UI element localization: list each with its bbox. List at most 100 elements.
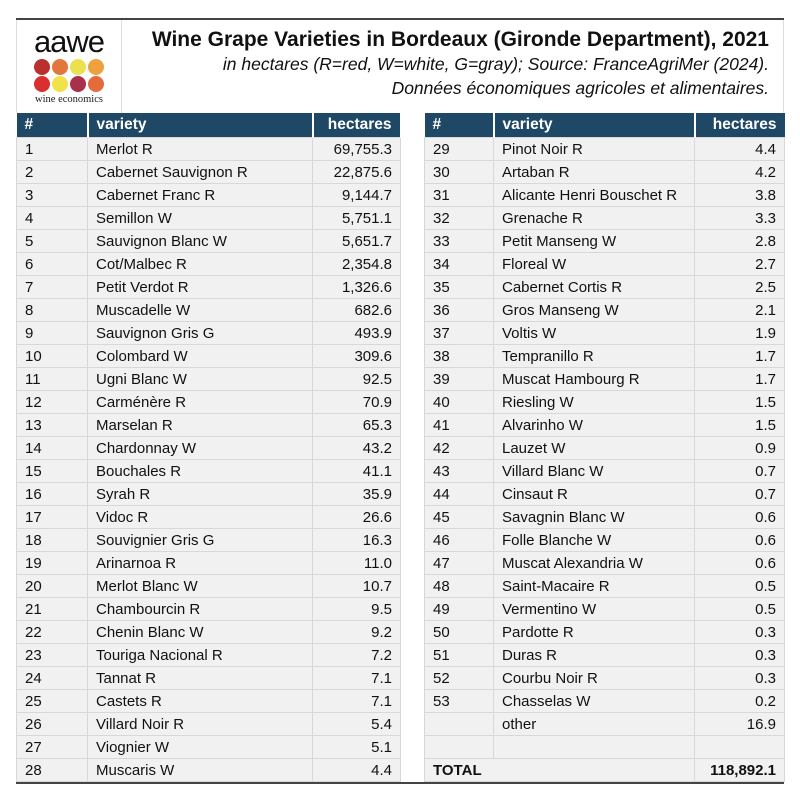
cell-hectares: 309.6: [312, 344, 401, 368]
cell-hectares: 2.5: [694, 275, 785, 299]
column-gap: [400, 137, 425, 161]
cell-hectares: 118,892.1: [694, 758, 785, 782]
cell-num: 47: [424, 551, 494, 575]
column-gap: [400, 459, 425, 483]
cell-variety: Voltis W: [493, 321, 695, 345]
cell-num: 36: [424, 298, 494, 322]
cell-hectares: 0.5: [694, 574, 785, 598]
cell-num: 20: [16, 574, 88, 598]
cell-hectares: 92.5: [312, 367, 401, 391]
cell-hectares: 5,651.7: [312, 229, 401, 253]
column-gap: [400, 367, 425, 391]
column-gap: [400, 643, 425, 667]
cell-hectares: 5.1: [312, 735, 401, 759]
table-row: 19 Arinarnoa R 11.0 47 Muscat Alexandria W 0.…: [16, 551, 785, 575]
cell-num: 48: [424, 574, 494, 598]
cell-num: 30: [424, 160, 494, 184]
cell-num: [424, 712, 494, 736]
cell-variety: Souvignier Gris G: [87, 528, 313, 552]
cell-variety: Sauvignon Gris G: [87, 321, 313, 345]
cell-hectares: 1.7: [694, 344, 785, 368]
cell-num: 5: [16, 229, 88, 253]
cell-num: 23: [16, 643, 88, 667]
subtitle-line-2: Données économiques agricoles et aliment…: [391, 78, 769, 98]
cell-variety: Cinsaut R: [493, 482, 695, 506]
cell-num: 50: [424, 620, 494, 644]
cell-variety: Savagnin Blanc W: [493, 505, 695, 529]
logo-word: aawe: [33, 24, 105, 59]
cell-variety: Ugni Blanc W: [87, 367, 313, 391]
col-header-variety: variety: [492, 113, 695, 138]
cell-hectares: 4.4: [312, 758, 401, 782]
cell-variety: Merlot Blanc W: [87, 574, 313, 598]
cell-hectares: 0.3: [694, 620, 785, 644]
cell-num: 40: [424, 390, 494, 414]
column-gap: [400, 344, 425, 368]
cell-variety: Pardotte R: [493, 620, 695, 644]
cell-variety: Viognier W: [87, 735, 313, 759]
cell-hectares: 4.2: [694, 160, 785, 184]
column-gap: [400, 183, 425, 207]
cell-variety: Courbu Noir R: [493, 666, 695, 690]
column-gap: [400, 206, 425, 230]
cell-hectares: 2.7: [694, 252, 785, 276]
cell-num: 2: [16, 160, 88, 184]
col-header-hectares: hectares: [311, 113, 401, 138]
cell-variety: Arinarnoa R: [87, 551, 313, 575]
column-gap: [400, 666, 425, 690]
cell-num: 42: [424, 436, 494, 460]
logo-dot: [69, 59, 86, 75]
cell-hectares: 7.1: [312, 689, 401, 713]
cell-hectares: 4.4: [694, 137, 785, 161]
cell-hectares: 65.3: [312, 413, 401, 437]
col-header-hectares: hectares: [693, 113, 785, 138]
cell-variety: other: [493, 712, 695, 736]
cell-num: 15: [16, 459, 88, 483]
logo-dot: [33, 76, 50, 92]
column-gap: [399, 113, 425, 138]
cell-num: 51: [424, 643, 494, 667]
column-gap: [400, 252, 425, 276]
cell-hectares: 16.9: [694, 712, 785, 736]
table-row: 12 Carménère R 70.9 40 Riesling W 1.5: [16, 390, 785, 414]
column-gap: [400, 298, 425, 322]
column-gap: [400, 229, 425, 253]
cell-hectares: 1,326.6: [312, 275, 401, 299]
cell-variety: Carménère R: [87, 390, 313, 414]
cell-num: 3: [16, 183, 88, 207]
table-row: 1 Merlot R 69,755.3 29 Pinot Noir R 4.4: [16, 137, 785, 161]
cell-hectares: 9.5: [312, 597, 401, 621]
table-row: 6 Cot/Malbec R 2,354.8 34 Floreal W 2.7: [16, 252, 785, 276]
cell-variety: Petit Verdot R: [87, 275, 313, 299]
cell-variety: Cabernet Franc R: [87, 183, 313, 207]
cell-variety: Chardonnay W: [87, 436, 313, 460]
cell-variety: Gros Manseng W: [493, 298, 695, 322]
cell-num: 38: [424, 344, 494, 368]
cell-hectares: 11.0: [312, 551, 401, 575]
column-gap: [400, 597, 425, 621]
logo-dot: [51, 76, 68, 92]
cell-num: 16: [16, 482, 88, 506]
cell-variety: Muscadelle W: [87, 298, 313, 322]
column-gap: [400, 712, 425, 736]
logo-dot: [69, 76, 86, 92]
cell-variety: Semillon W: [87, 206, 313, 230]
cell-num: 17: [16, 505, 88, 529]
cell-variety: Merlot R: [87, 137, 313, 161]
cell-hectares: 5.4: [312, 712, 401, 736]
cell-hectares: 7.2: [312, 643, 401, 667]
cell-variety: Sauvignon Blanc W: [87, 229, 313, 253]
cell-variety: Artaban R: [493, 160, 695, 184]
cell-hectares: 0.6: [694, 528, 785, 552]
column-gap: [400, 758, 425, 782]
column-gap: [400, 528, 425, 552]
cell-num: 9: [16, 321, 88, 345]
table-header-row: # variety hectares # variety hectares: [16, 113, 785, 138]
cell-variety: Bouchales R: [87, 459, 313, 483]
table-row: 20 Merlot Blanc W 10.7 48 Saint-Macaire R 0.5: [16, 574, 785, 598]
cell-hectares: 0.7: [694, 482, 785, 506]
column-gap: [400, 275, 425, 299]
subtitle-line-1: in hectares (R=red, W=white, G=gray); So…: [222, 54, 769, 74]
cell-variety: Chambourcin R: [87, 597, 313, 621]
cell-num: 44: [424, 482, 494, 506]
